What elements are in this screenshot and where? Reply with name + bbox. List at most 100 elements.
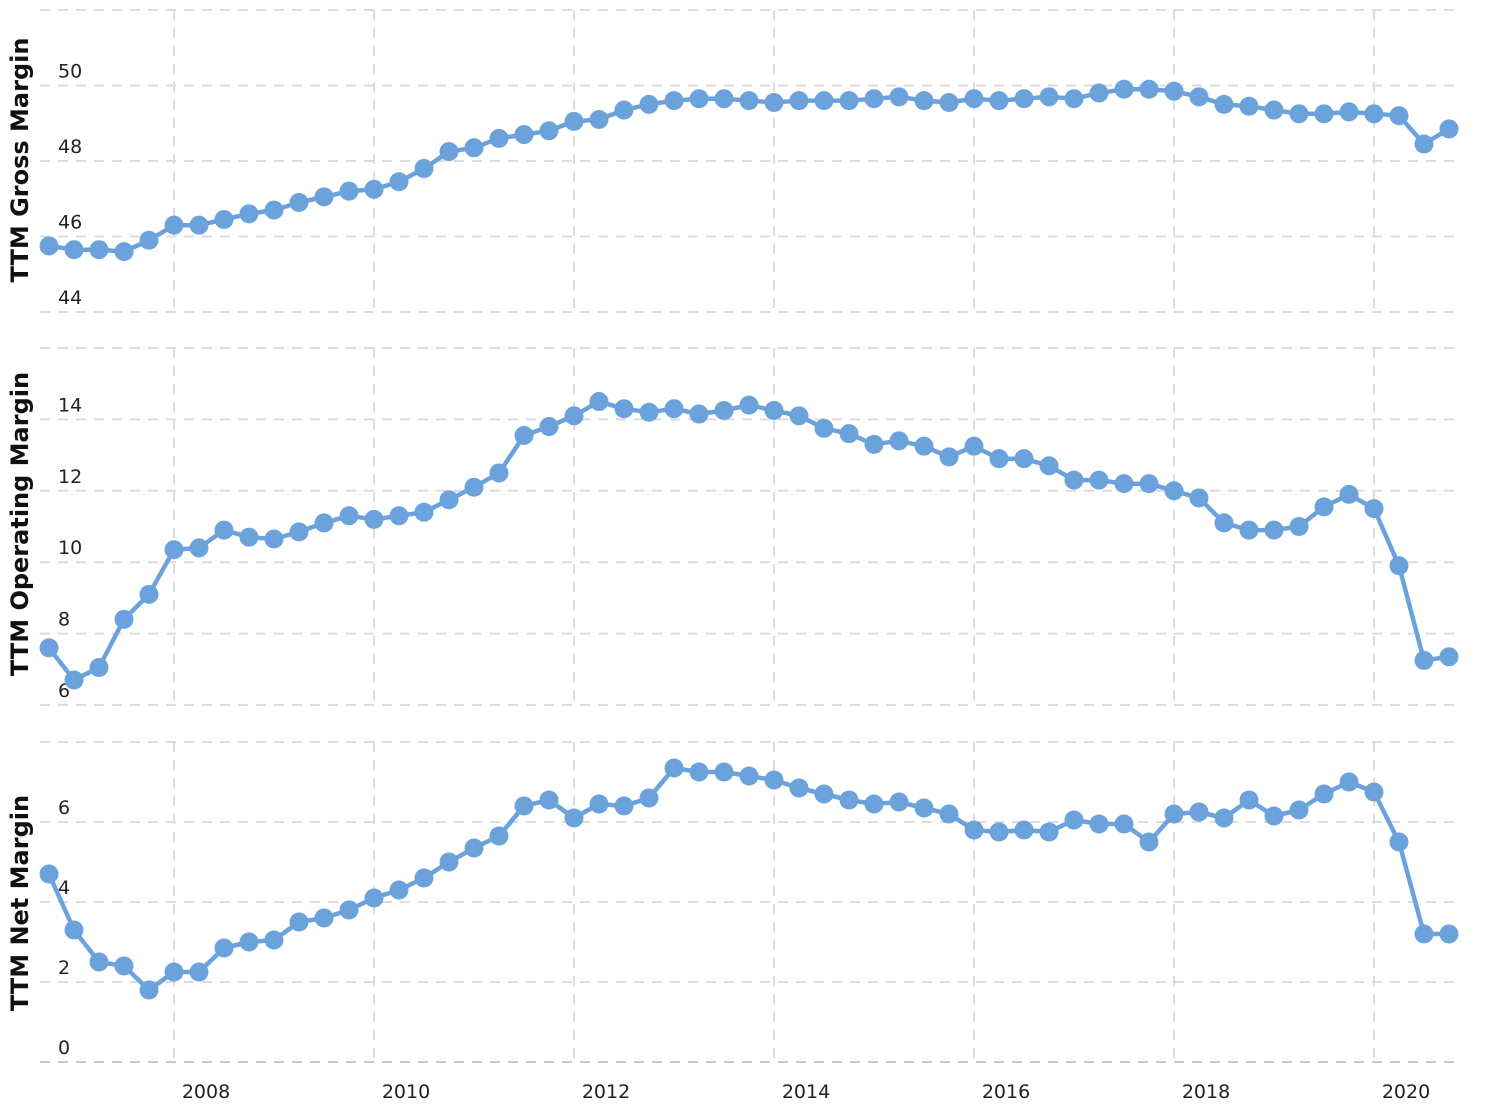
data-point [689,404,709,424]
data-point [864,434,884,454]
gross-margin-axis-title: TTM Gross Margin [6,38,34,283]
data-point [489,826,509,846]
data-point [264,529,284,549]
data-point [1414,924,1434,944]
data-point [414,159,434,179]
data-point [1039,456,1059,476]
data-point [714,400,734,420]
y-tick-label: 50 [58,61,82,83]
y-tick-label: 2 [58,957,70,979]
y-tick-label: 12 [58,466,82,488]
data-point [914,91,934,111]
data-point [939,92,959,112]
data-point [339,181,359,201]
data-point [139,230,159,250]
data-point [1139,79,1159,99]
data-point [789,91,809,111]
data-point [814,91,834,111]
data-point [1239,96,1259,116]
data-point [814,418,834,438]
data-point [164,540,184,560]
data-point [139,980,159,1000]
data-point [964,820,984,840]
data-point [1114,814,1134,834]
data-point [389,506,409,526]
net-margin-points [39,758,1459,1000]
data-point [739,395,759,415]
data-point [264,930,284,950]
y-tick-label: 14 [58,394,82,416]
data-point [289,193,309,213]
net-margin-panel: TTM Net Margin 0 2 4 6 [6,741,1460,1063]
data-point [539,417,559,437]
data-point [1364,499,1384,519]
data-point [1139,474,1159,494]
data-point [114,956,134,976]
y-tick-label: 48 [58,136,82,158]
data-point [989,449,1009,469]
x-tick-label: 2018 [1182,1081,1230,1103]
data-point [1014,449,1034,469]
data-point [989,822,1009,842]
data-point [1439,924,1459,944]
data-point [639,788,659,808]
data-point [139,584,159,604]
y-tick-label: 6 [58,797,70,819]
data-point [964,89,984,109]
data-point [389,172,409,192]
data-point [39,638,59,658]
data-point [589,109,609,129]
data-point [164,215,184,235]
data-point [1164,804,1184,824]
x-tick-label: 2010 [382,1081,430,1103]
data-point [764,770,784,790]
data-point [639,402,659,422]
operating-margin-points [39,392,1459,690]
data-point [539,790,559,810]
data-point [414,502,434,522]
data-point [439,142,459,162]
y-tick-label: 8 [58,609,70,631]
data-point [789,778,809,798]
data-point [889,792,909,812]
data-point [439,852,459,872]
data-point [289,522,309,542]
net-margin-axis-title: TTM Net Margin [6,795,34,1011]
data-point [339,506,359,526]
data-point [214,210,234,230]
data-point [914,436,934,456]
data-point [1364,782,1384,802]
data-point [89,952,109,972]
data-point [1264,520,1284,540]
data-point [464,138,484,158]
data-point [989,91,1009,111]
data-point [839,424,859,444]
data-point [1064,470,1084,490]
gross-margin-y-ticks: 44 46 48 50 [58,61,82,310]
data-point [539,121,559,141]
data-point [464,477,484,497]
data-point [64,920,84,940]
net-margin-grid [40,741,1460,1063]
data-point [39,864,59,884]
data-point [114,609,134,629]
data-point [339,900,359,920]
data-point [1214,513,1234,533]
data-point [939,804,959,824]
net-margin-line [46,765,1452,993]
data-point [1089,814,1109,834]
data-point [289,912,309,932]
data-point [1014,89,1034,109]
operating-margin-line [46,399,1452,683]
data-point [64,670,84,690]
data-point [1439,647,1459,667]
data-point [364,509,384,529]
data-point [1189,488,1209,508]
data-point [689,89,709,109]
data-point [1264,806,1284,826]
data-point [1389,106,1409,126]
x-tick-label: 2020 [1382,1081,1430,1103]
data-point [239,204,259,224]
